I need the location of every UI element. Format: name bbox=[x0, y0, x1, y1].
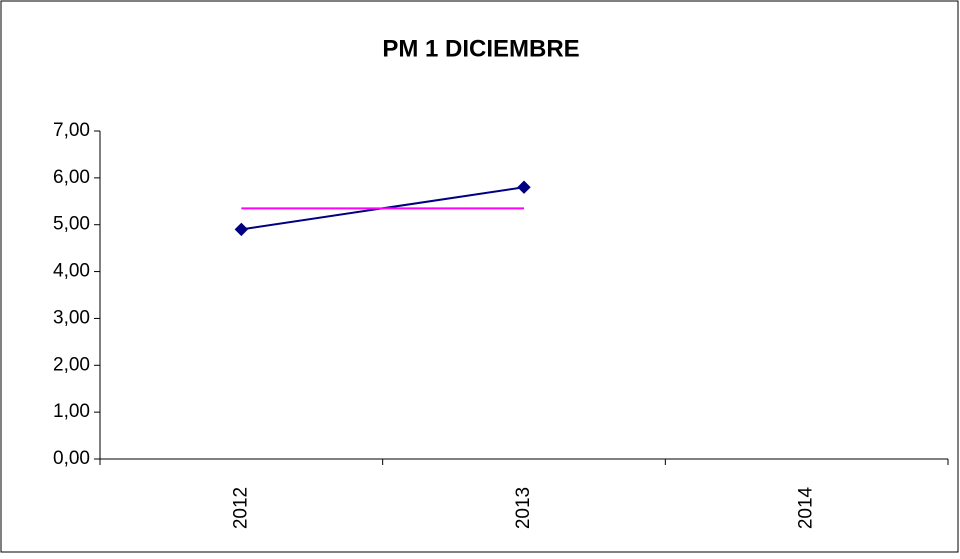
point-marker bbox=[234, 222, 249, 237]
chart-title: PM 1 DICIEMBRE bbox=[382, 35, 579, 62]
y-tick-label: 3,00 bbox=[53, 307, 90, 328]
y-tick-label: 2,00 bbox=[53, 354, 90, 375]
x-tick-label: 2013 bbox=[513, 487, 534, 529]
y-tick-label: 5,00 bbox=[53, 214, 90, 235]
point-marker bbox=[517, 180, 531, 194]
y-tick-label: 4,00 bbox=[53, 261, 90, 282]
x-tick-label: 2014 bbox=[796, 486, 817, 529]
y-tick-label: 6,00 bbox=[53, 167, 90, 188]
y-tick-label: 1,00 bbox=[53, 401, 90, 422]
x-tick-label: 2012 bbox=[230, 487, 251, 529]
y-tick-label: 7,00 bbox=[53, 120, 90, 141]
y-tick-label: 0,00 bbox=[53, 448, 90, 469]
